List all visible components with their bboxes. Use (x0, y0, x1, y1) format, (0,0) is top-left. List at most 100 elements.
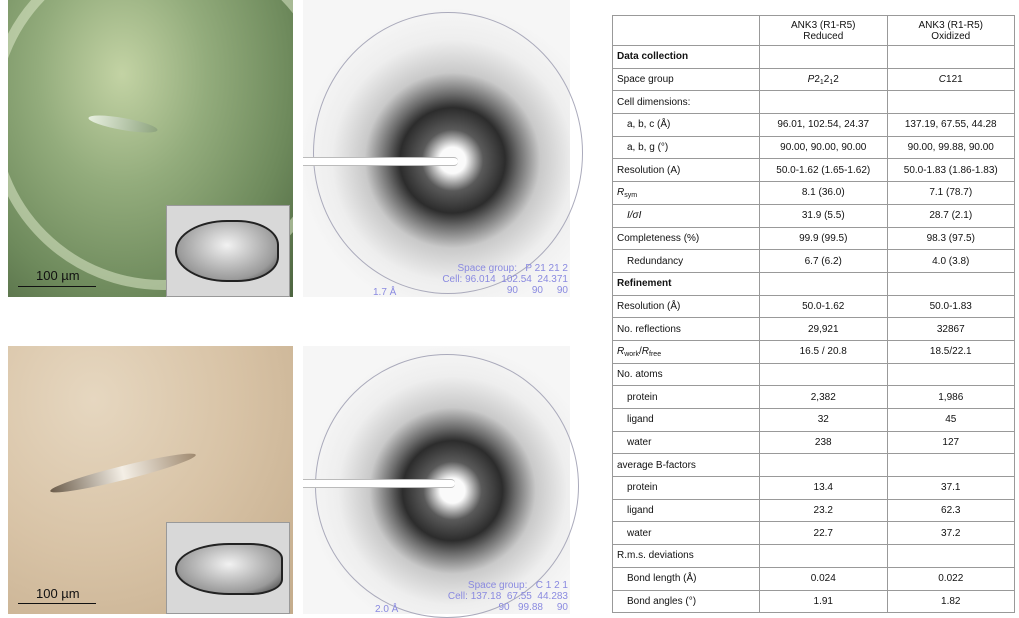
row: Space groupP21212C121 (613, 68, 1015, 91)
cell: 1.82 (887, 590, 1015, 613)
cell: 8.1 (36.0) (760, 182, 888, 205)
cell: 50.0-1.62 (760, 295, 888, 318)
row-label: Resolution (A) (613, 159, 760, 182)
row-label: average B-factors (613, 454, 760, 477)
statistics-table: ANK3 (R1-R5)ReducedANK3 (R1-R5)OxidizedD… (612, 15, 1015, 613)
cell: 23.2 (760, 499, 888, 522)
row-label: Space group (613, 68, 760, 91)
cell (760, 545, 888, 568)
diffraction-image: Space group: P 21 21 2 Cell: 96.014 102.… (303, 0, 570, 297)
text-part: R (642, 346, 649, 357)
cell: 90.00, 90.00, 90.00 (760, 136, 888, 159)
text-part: free (649, 351, 661, 358)
cell: 50.0-1.62 (1.65-1.62) (760, 159, 888, 182)
text: 90 90 90 (507, 285, 568, 296)
cell (887, 46, 1015, 69)
header-line: ANK3 (R1-R5) (892, 20, 1011, 31)
cell (887, 363, 1015, 386)
cell: 99.9 (99.5) (760, 227, 888, 250)
row-label: Cell dimensions: (613, 91, 760, 114)
cell: 45 (887, 409, 1015, 432)
cell: 28.7 (2.1) (887, 204, 1015, 227)
text: 96.014 102.54 24.371 (465, 274, 568, 285)
row-label: Bond length (Å) (613, 567, 760, 590)
scale-bar (18, 286, 96, 287)
text: Space group: (468, 580, 528, 591)
header-line: Reduced (764, 31, 883, 42)
row-label: Bond angles (°) (613, 590, 760, 613)
scale-label: 100 µm (36, 586, 80, 601)
row-label: water (613, 522, 760, 545)
text-part: work (624, 351, 639, 358)
cell: 4.0 (3.8) (887, 250, 1015, 273)
row-label: Resolution (Å) (613, 295, 760, 318)
resolution-label: 2.0 Å (375, 604, 398, 615)
row-label: Rsym (613, 182, 760, 205)
header-cell (613, 16, 760, 46)
cell: 2,382 (760, 386, 888, 409)
row-label: protein (613, 477, 760, 500)
text: Space group: (458, 263, 518, 274)
row-label: Data collection (613, 46, 760, 69)
cell: 32867 (887, 318, 1015, 341)
cell-info: Space group: C 1 2 1 Cell: 137.18 67.55 … (448, 580, 568, 613)
row: Bond length (Å)0.0240.022 (613, 567, 1015, 590)
cell-info: Space group: P 21 21 2 Cell: 96.014 102.… (442, 263, 568, 296)
cell: 90.00, 99.88, 90.00 (887, 136, 1015, 159)
cell: P21212 (760, 68, 888, 91)
row: Cell dimensions: (613, 91, 1015, 114)
section-row: Refinement (613, 272, 1015, 295)
row: No. atoms (613, 363, 1015, 386)
row-label: Rwork/Rfree (613, 340, 760, 363)
scale-bar (18, 603, 96, 604)
row-label: a, b, c (Å) (613, 114, 760, 137)
cell: 62.3 (887, 499, 1015, 522)
crystal-photo: 100 µm (8, 346, 293, 614)
diffraction-image: Space group: C 1 2 1 Cell: 137.18 67.55 … (303, 346, 570, 614)
crystal-photo: 100 µm (8, 0, 293, 297)
cell (760, 46, 888, 69)
row: Bond angles (°)1.911.82 (613, 590, 1015, 613)
inset (166, 522, 290, 614)
row-label: Redundancy (613, 250, 760, 273)
cell (760, 272, 888, 295)
cell: 22.7 (760, 522, 888, 545)
row-label: No. atoms (613, 363, 760, 386)
text: P 21 21 2 (525, 263, 568, 274)
section-row: Data collection (613, 46, 1015, 69)
text-part: 121 (946, 74, 963, 85)
crystal (49, 448, 198, 498)
cell: 96.01, 102.54, 24.37 (760, 114, 888, 137)
text-part: I/σI (627, 210, 641, 221)
text: Cell: (448, 591, 468, 602)
cell: 0.022 (887, 567, 1015, 590)
row-label: No. reflections (613, 318, 760, 341)
cell: 127 (887, 431, 1015, 454)
cell: 238 (760, 431, 888, 454)
cell: 31.9 (5.5) (760, 204, 888, 227)
cell: 16.5 / 20.8 (760, 340, 888, 363)
text: Cell: (442, 274, 462, 285)
beamstop (303, 479, 455, 488)
row-label: ligand (613, 499, 760, 522)
row: Resolution (A)50.0-1.62 (1.65-1.62)50.0-… (613, 159, 1015, 182)
cell (887, 91, 1015, 114)
row: ligand3245 (613, 409, 1015, 432)
cell (760, 91, 888, 114)
row-label: ligand (613, 409, 760, 432)
row-label: water (613, 431, 760, 454)
row: Completeness (%)99.9 (99.5)98.3 (97.5) (613, 227, 1015, 250)
row-label: Completeness (%) (613, 227, 760, 250)
cell: 50.0-1.83 (887, 295, 1015, 318)
header-line: ANK3 (R1-R5) (764, 20, 883, 31)
row: Resolution (Å)50.0-1.6250.0-1.83 (613, 295, 1015, 318)
droplet (175, 543, 283, 595)
row: average B-factors (613, 454, 1015, 477)
header-cell: ANK3 (R1-R5)Oxidized (887, 16, 1015, 46)
